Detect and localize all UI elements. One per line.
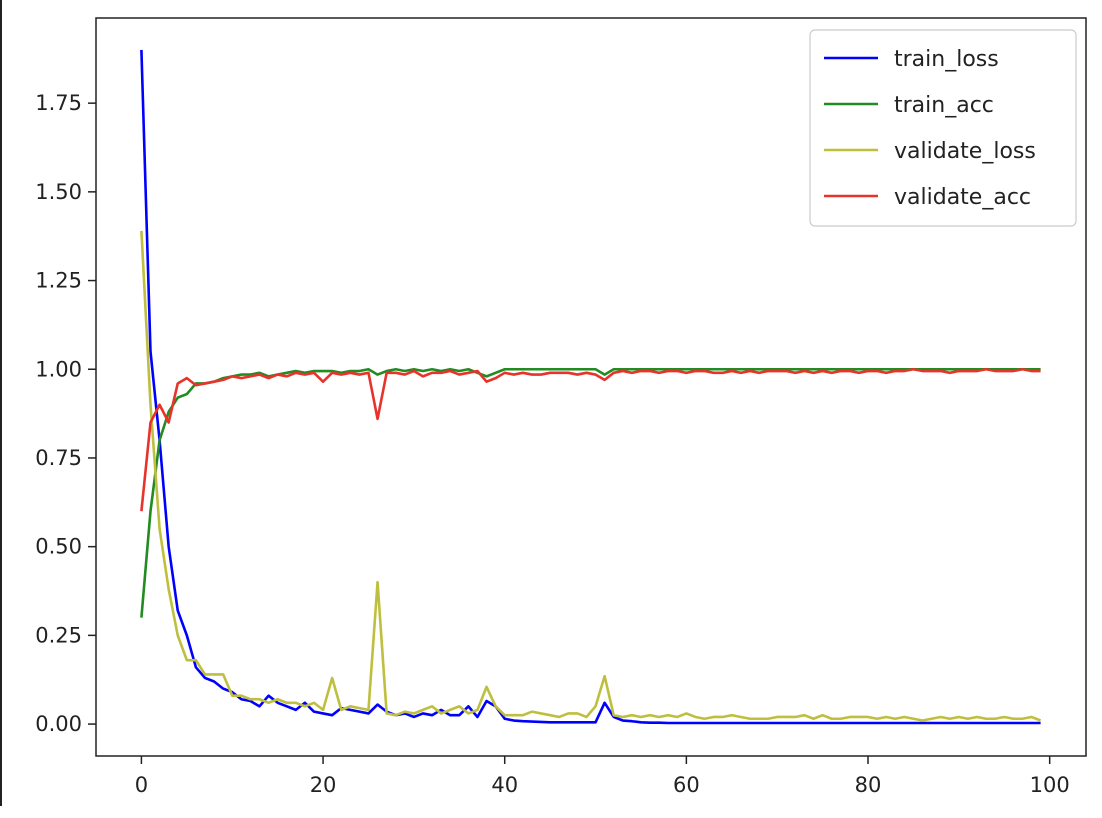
y-axis: 0.00 0.25 0.50 0.75 1.00 1.25 1.50 1.75 (35, 91, 96, 736)
series-line-validate-loss (140, 230, 1042, 722)
y-tick-label: 0.00 (35, 712, 82, 736)
x-tick-label: 80 (855, 773, 882, 797)
series-layer (140, 49, 1042, 725)
y-tick-label: 0.25 (35, 623, 82, 647)
legend-label-validate-loss: validate_loss (894, 139, 1036, 164)
legend-box (809, 29, 1077, 227)
legend: train_loss train_acc validate_loss validate… (809, 29, 1077, 227)
x-tick-label: 20 (310, 773, 337, 797)
y-tick-label: 1.25 (35, 269, 82, 293)
y-tick-label: 0.50 (35, 535, 82, 559)
y-tick-label: 0.75 (35, 446, 82, 470)
window-left-border (0, 0, 2, 806)
legend-label-train-loss: train_loss (894, 47, 999, 72)
x-axis: 0 20 40 60 80 100 (135, 756, 1070, 797)
y-tick-label: 1.50 (35, 180, 82, 204)
legend-label-train-acc: train_acc (894, 93, 994, 118)
y-tick-label: 1.00 (35, 357, 82, 381)
legend-label-validate-acc: validate_acc (894, 185, 1031, 210)
x-tick-label: 100 (1030, 773, 1070, 797)
series-line-validate-acc (140, 367, 1041, 512)
x-tick-label: 60 (673, 773, 700, 797)
x-tick-label: 40 (491, 773, 518, 797)
y-tick-label: 1.75 (35, 91, 82, 115)
series-line-train-loss (140, 49, 1041, 725)
x-tick-label: 0 (135, 773, 148, 797)
series-line-train-acc (140, 367, 1041, 618)
